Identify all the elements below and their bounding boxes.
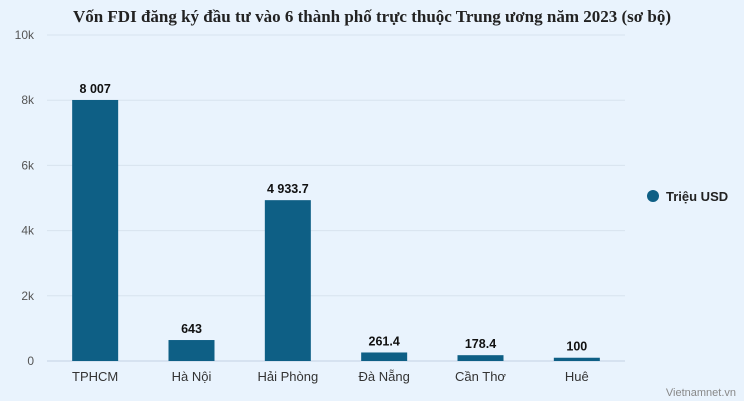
bar[interactable] (553, 357, 600, 361)
x-tick-label: Huê (565, 369, 589, 384)
y-tick-label: 10k (15, 28, 35, 42)
chart-title: Vốn FDI đăng ký đầu tư vào 6 thành phố t… (73, 7, 671, 26)
x-tick-label: TPHCM (72, 369, 118, 384)
y-tick-label: 4k (21, 224, 35, 238)
bar[interactable] (361, 352, 408, 361)
x-tick-label: Hà Nội (172, 369, 212, 384)
bar[interactable] (264, 200, 311, 361)
y-tick-label: 8k (21, 93, 35, 107)
y-tick-label: 2k (21, 289, 35, 303)
data-label: 8 007 (80, 82, 111, 96)
data-label: 100 (566, 340, 587, 354)
y-tick-label: 6k (21, 158, 35, 172)
credit: Vietnamnet.vn (666, 387, 736, 399)
bar[interactable] (168, 340, 215, 361)
x-tick-label: Hải Phòng (257, 369, 318, 384)
y-tick-label: 0 (27, 354, 34, 368)
data-label: 4 933.7 (267, 182, 309, 196)
legend-label: Triệu USD (666, 189, 728, 204)
legend-marker (647, 190, 659, 202)
data-label: 261.4 (369, 334, 400, 348)
data-label: 178.4 (465, 337, 496, 351)
x-tick-label: Cần Thơ (455, 369, 506, 384)
data-label: 643 (181, 322, 202, 336)
legend[interactable]: Triệu USD (647, 189, 728, 204)
bar[interactable] (72, 99, 119, 361)
x-tick-label: Đà Nẵng (359, 369, 410, 384)
bar[interactable] (457, 355, 504, 361)
